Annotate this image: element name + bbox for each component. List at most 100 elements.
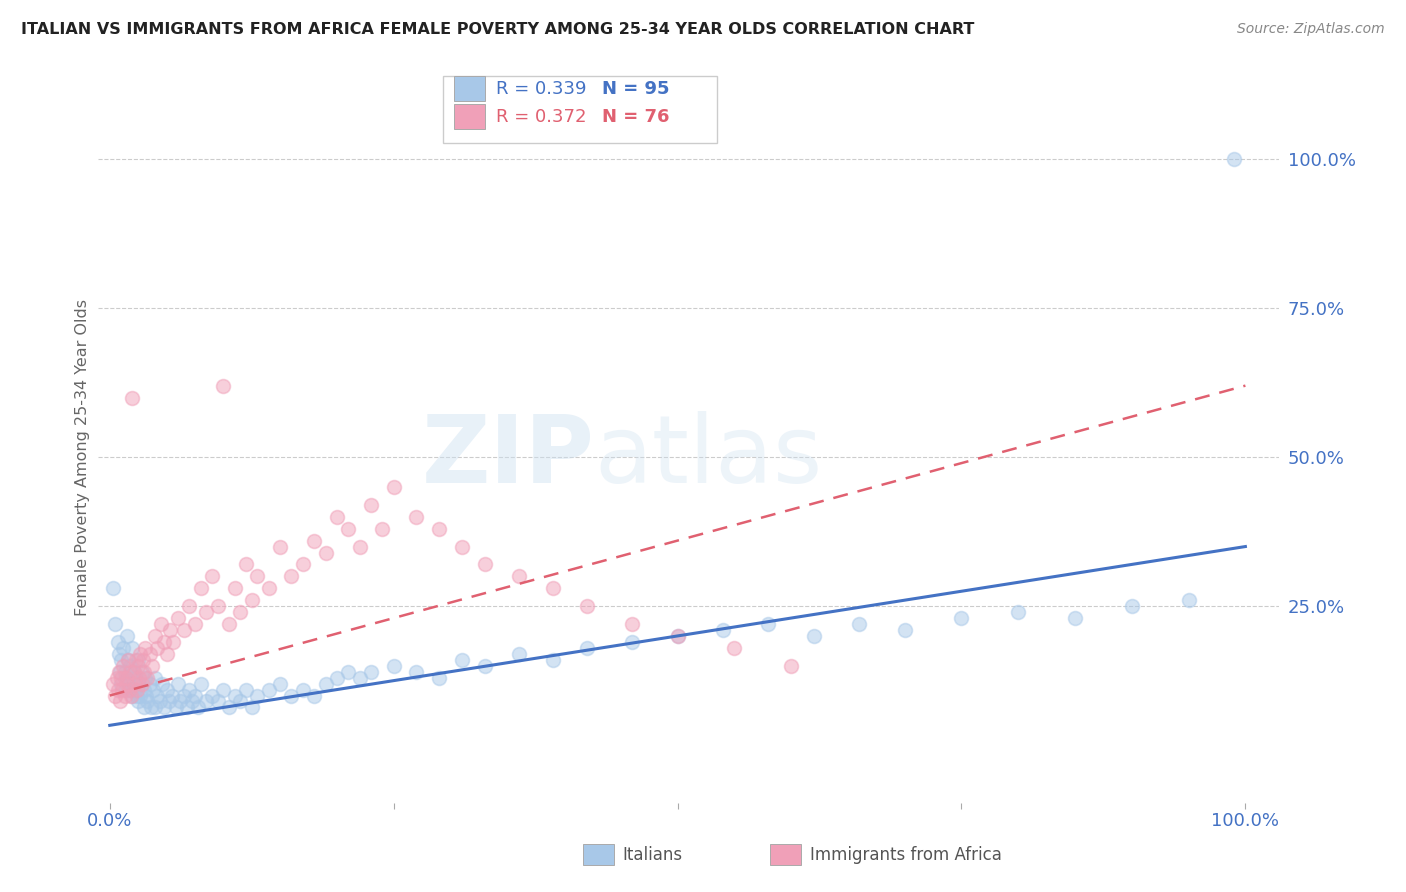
Point [337,665,360,679]
Point [112,658,135,673]
Point [315,676,337,690]
Point [229,694,252,708]
Point [207,599,229,614]
Point [179,682,201,697]
Point [129,689,152,703]
Point [326,509,349,524]
Point [122,665,145,679]
Point [235,558,257,572]
Point [758,617,780,632]
Point [1177,593,1199,607]
Point [121,689,143,703]
Text: ITALIAN VS IMMIGRANTS FROM AFRICA FEMALE POVERTY AMONG 25-34 YEAR OLDS CORRELATI: ITALIAN VS IMMIGRANTS FROM AFRICA FEMALE… [21,22,974,37]
Point [360,665,382,679]
Point [508,569,530,583]
Point [405,665,427,679]
Point [382,480,405,494]
Point [427,522,450,536]
Point [240,593,263,607]
Point [187,700,209,714]
Point [950,611,973,625]
Point [349,540,371,554]
Point [127,694,149,708]
Point [207,694,229,708]
Text: 100.0%: 100.0% [1212,812,1279,830]
Point [118,682,141,697]
Text: atlas: atlas [595,411,823,503]
Point [125,682,148,697]
Point [150,676,173,690]
Point [291,558,314,572]
Point [176,700,198,714]
Point [195,605,218,619]
Point [110,671,132,685]
Point [269,676,291,690]
Point [184,617,207,632]
Point [280,689,302,703]
Point [153,635,176,649]
Point [127,658,149,673]
Point [1121,599,1143,614]
Point [136,671,159,685]
Point [173,689,195,703]
Point [246,689,269,703]
Point [108,647,131,661]
Point [541,653,564,667]
Point [180,694,202,708]
Text: Italians: Italians [623,846,683,863]
Point [1007,605,1029,619]
Point [115,629,138,643]
Point [302,533,325,548]
Point [450,540,472,554]
Point [143,700,166,714]
Point [179,599,201,614]
Point [128,676,150,690]
Point [121,391,143,405]
Point [269,540,291,554]
Point [107,635,129,649]
Point [118,676,141,690]
Point [780,658,803,673]
Point [104,617,127,632]
Point [371,522,394,536]
Point [224,581,246,595]
Point [162,689,183,703]
Point [165,700,187,714]
Point [167,676,190,690]
Point [201,569,224,583]
Point [120,665,142,679]
Point [1223,152,1246,166]
Point [218,617,240,632]
Point [131,676,153,690]
Point [129,647,152,661]
Point [124,676,146,690]
Point [142,682,165,697]
Point [107,682,129,697]
Point [450,653,472,667]
Point [349,671,371,685]
Point [302,689,325,703]
Point [103,676,125,690]
Point [125,653,148,667]
Point [337,522,360,536]
Point [114,671,136,685]
Point [229,605,252,619]
Text: Immigrants from Africa: Immigrants from Africa [810,846,1001,863]
Point [136,694,159,708]
Point [315,545,337,559]
Point [146,689,169,703]
Text: N = 95: N = 95 [602,79,669,98]
Point [139,700,162,714]
Point [711,623,734,637]
Point [326,671,349,685]
Text: R = 0.372: R = 0.372 [496,108,586,126]
Point [621,635,644,649]
Point [135,689,157,703]
Text: Source: ZipAtlas.com: Source: ZipAtlas.com [1237,22,1385,37]
Point [1064,611,1087,625]
Point [235,682,257,697]
Point [114,689,136,703]
Point [169,694,191,708]
Point [157,694,180,708]
Point [120,658,142,673]
